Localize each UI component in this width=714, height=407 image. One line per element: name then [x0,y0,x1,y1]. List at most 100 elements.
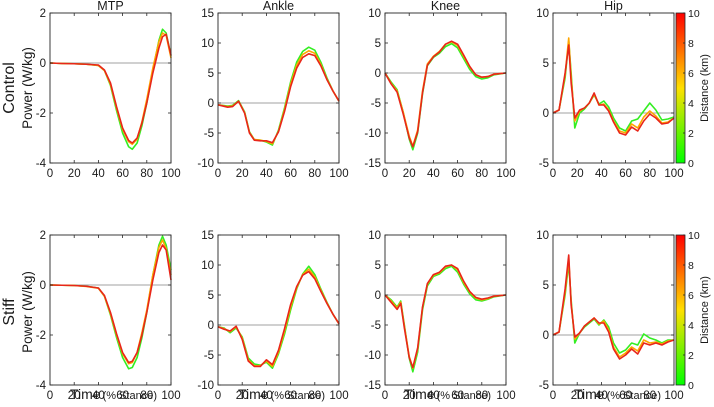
y-tick-label: -5 [539,380,549,392]
x-tick-label: 20 [236,390,249,402]
x-tick-label: 20 [68,390,81,402]
y-tick-label: 15 [201,230,214,242]
x-tick-label: 0 [382,168,388,180]
axes-box [49,12,172,164]
x-tick-label: 40 [92,168,105,180]
panel-title: MTP [97,0,123,13]
x-tick-label: 40 [260,390,273,402]
x-tick-label: 0 [550,390,556,402]
x-tick-label: 0 [382,390,388,402]
y-tick-label: 5 [543,280,549,292]
panel-stiff-0-stiff: 0 20 40 60 80 100 -4 -2 0 2 [36,230,181,402]
x-tick-label: 0 [47,168,53,180]
y-tick-label: 10 [201,38,214,50]
axes-box [49,234,172,386]
y-tick-label: 10 [368,230,381,242]
colorbar-tick-label: 8 [688,260,694,272]
y-tick-label: 10 [536,230,549,242]
axes-box [217,12,340,164]
panel-stiff-2-stiff: 0 20 40 60 80 100 -15 -10 -5 0 5 10 [364,230,515,402]
x-tick-label: 0 [47,390,53,402]
colorbar-tick-label: 0 [688,158,694,170]
xlabel-mtp: Time (% Stance) [70,386,157,402]
y-tick-label: -15 [364,158,381,170]
series-line [49,239,172,365]
y-tick-label: -2 [36,330,46,342]
x-tick-label: 80 [643,168,656,180]
colorbar-label: Distance (km) [699,54,711,122]
y-tick-label: 2 [40,8,46,20]
axes-box [384,12,507,164]
y-tick-label: 0 [208,320,214,332]
series-line [49,244,172,364]
panel-title: Knee [431,0,460,13]
xlabel-knee: Time (% Stance) [404,386,491,402]
y-tick-label: -5 [371,98,381,110]
axes-box [384,234,507,386]
row-label-stiff: Stiff [1,298,18,326]
x-tick-label: 40 [595,168,608,180]
colorbar-tick-label: 6 [688,290,694,302]
panel-mtp-control: MTP 0 20 40 60 80 100 -4 -2 0 2 [36,0,181,180]
row-label-control: Control [1,62,18,114]
x-tick-label: 20 [571,390,584,402]
y-tick-label: -10 [364,128,381,140]
panel-knee-control: Knee 0 20 40 60 80 100 -15 -10 -5 0 5 10 [364,0,515,180]
x-tick-label: 60 [451,390,464,402]
y-tick-label: 10 [368,8,381,20]
y-tick-label: -5 [539,158,549,170]
colorbar-tick-label: 10 [688,8,700,20]
y-tick-label: 10 [201,260,214,272]
x-tick-label: 100 [329,168,348,180]
y-tick-label: -10 [364,350,381,362]
x-tick-label: 100 [664,390,683,402]
x-tick-label: 60 [116,390,129,402]
y-tick-label: 5 [208,68,214,80]
x-tick-label: 40 [427,168,440,180]
y-tick-label: 15 [201,8,214,20]
x-tick-label: 80 [308,168,321,180]
series-line [217,270,340,368]
series-line [384,41,507,147]
x-tick-label: 40 [427,390,440,402]
colorbar-label: Distance (km) [699,276,711,344]
x-tick-label: 20 [68,168,81,180]
x-tick-label: 100 [664,168,683,180]
y-tick-label: -4 [36,380,47,392]
x-tick-label: 80 [308,390,321,402]
x-tick-label: 60 [619,390,632,402]
colorbar-tick-label: 2 [688,350,694,362]
xlabel-hip: Time (% Stance) [574,386,661,402]
y-tick-label: 10 [536,8,549,20]
series-line [384,40,507,148]
y-tick-label: 0 [543,330,549,342]
series-line [384,264,507,369]
x-tick-label: 0 [215,390,221,402]
y-tick-label: -2 [36,108,46,120]
x-tick-label: 0 [215,168,221,180]
panel-title: Hip [604,0,623,13]
x-tick-label: 20 [403,168,416,180]
x-tick-label: 60 [116,168,129,180]
series-line [49,28,172,151]
x-tick-label: 40 [92,390,105,402]
x-tick-label: 100 [496,168,515,180]
x-tick-label: 100 [329,390,348,402]
x-tick-label: 60 [619,168,632,180]
colorbar-tick-label: 8 [688,38,694,50]
y-tick-label: 5 [543,58,549,70]
panel-title: Ankle [263,0,294,13]
y-tick-label: -10 [197,158,214,170]
y-tick-label: 5 [208,290,214,302]
y-tick-label: -4 [36,158,47,170]
y-tick-label: -10 [197,380,214,392]
x-tick-label: 20 [571,168,584,180]
x-tick-label: 40 [595,390,608,402]
y-tick-label: 5 [375,260,381,272]
x-tick-label: 80 [140,168,153,180]
panel-ankle-control: Ankle 0 20 40 60 80 100 -10 -5 0 5 10 15 [197,0,348,180]
colorbar-tick-label: 2 [688,128,694,140]
colorbar-gradient [675,234,686,386]
